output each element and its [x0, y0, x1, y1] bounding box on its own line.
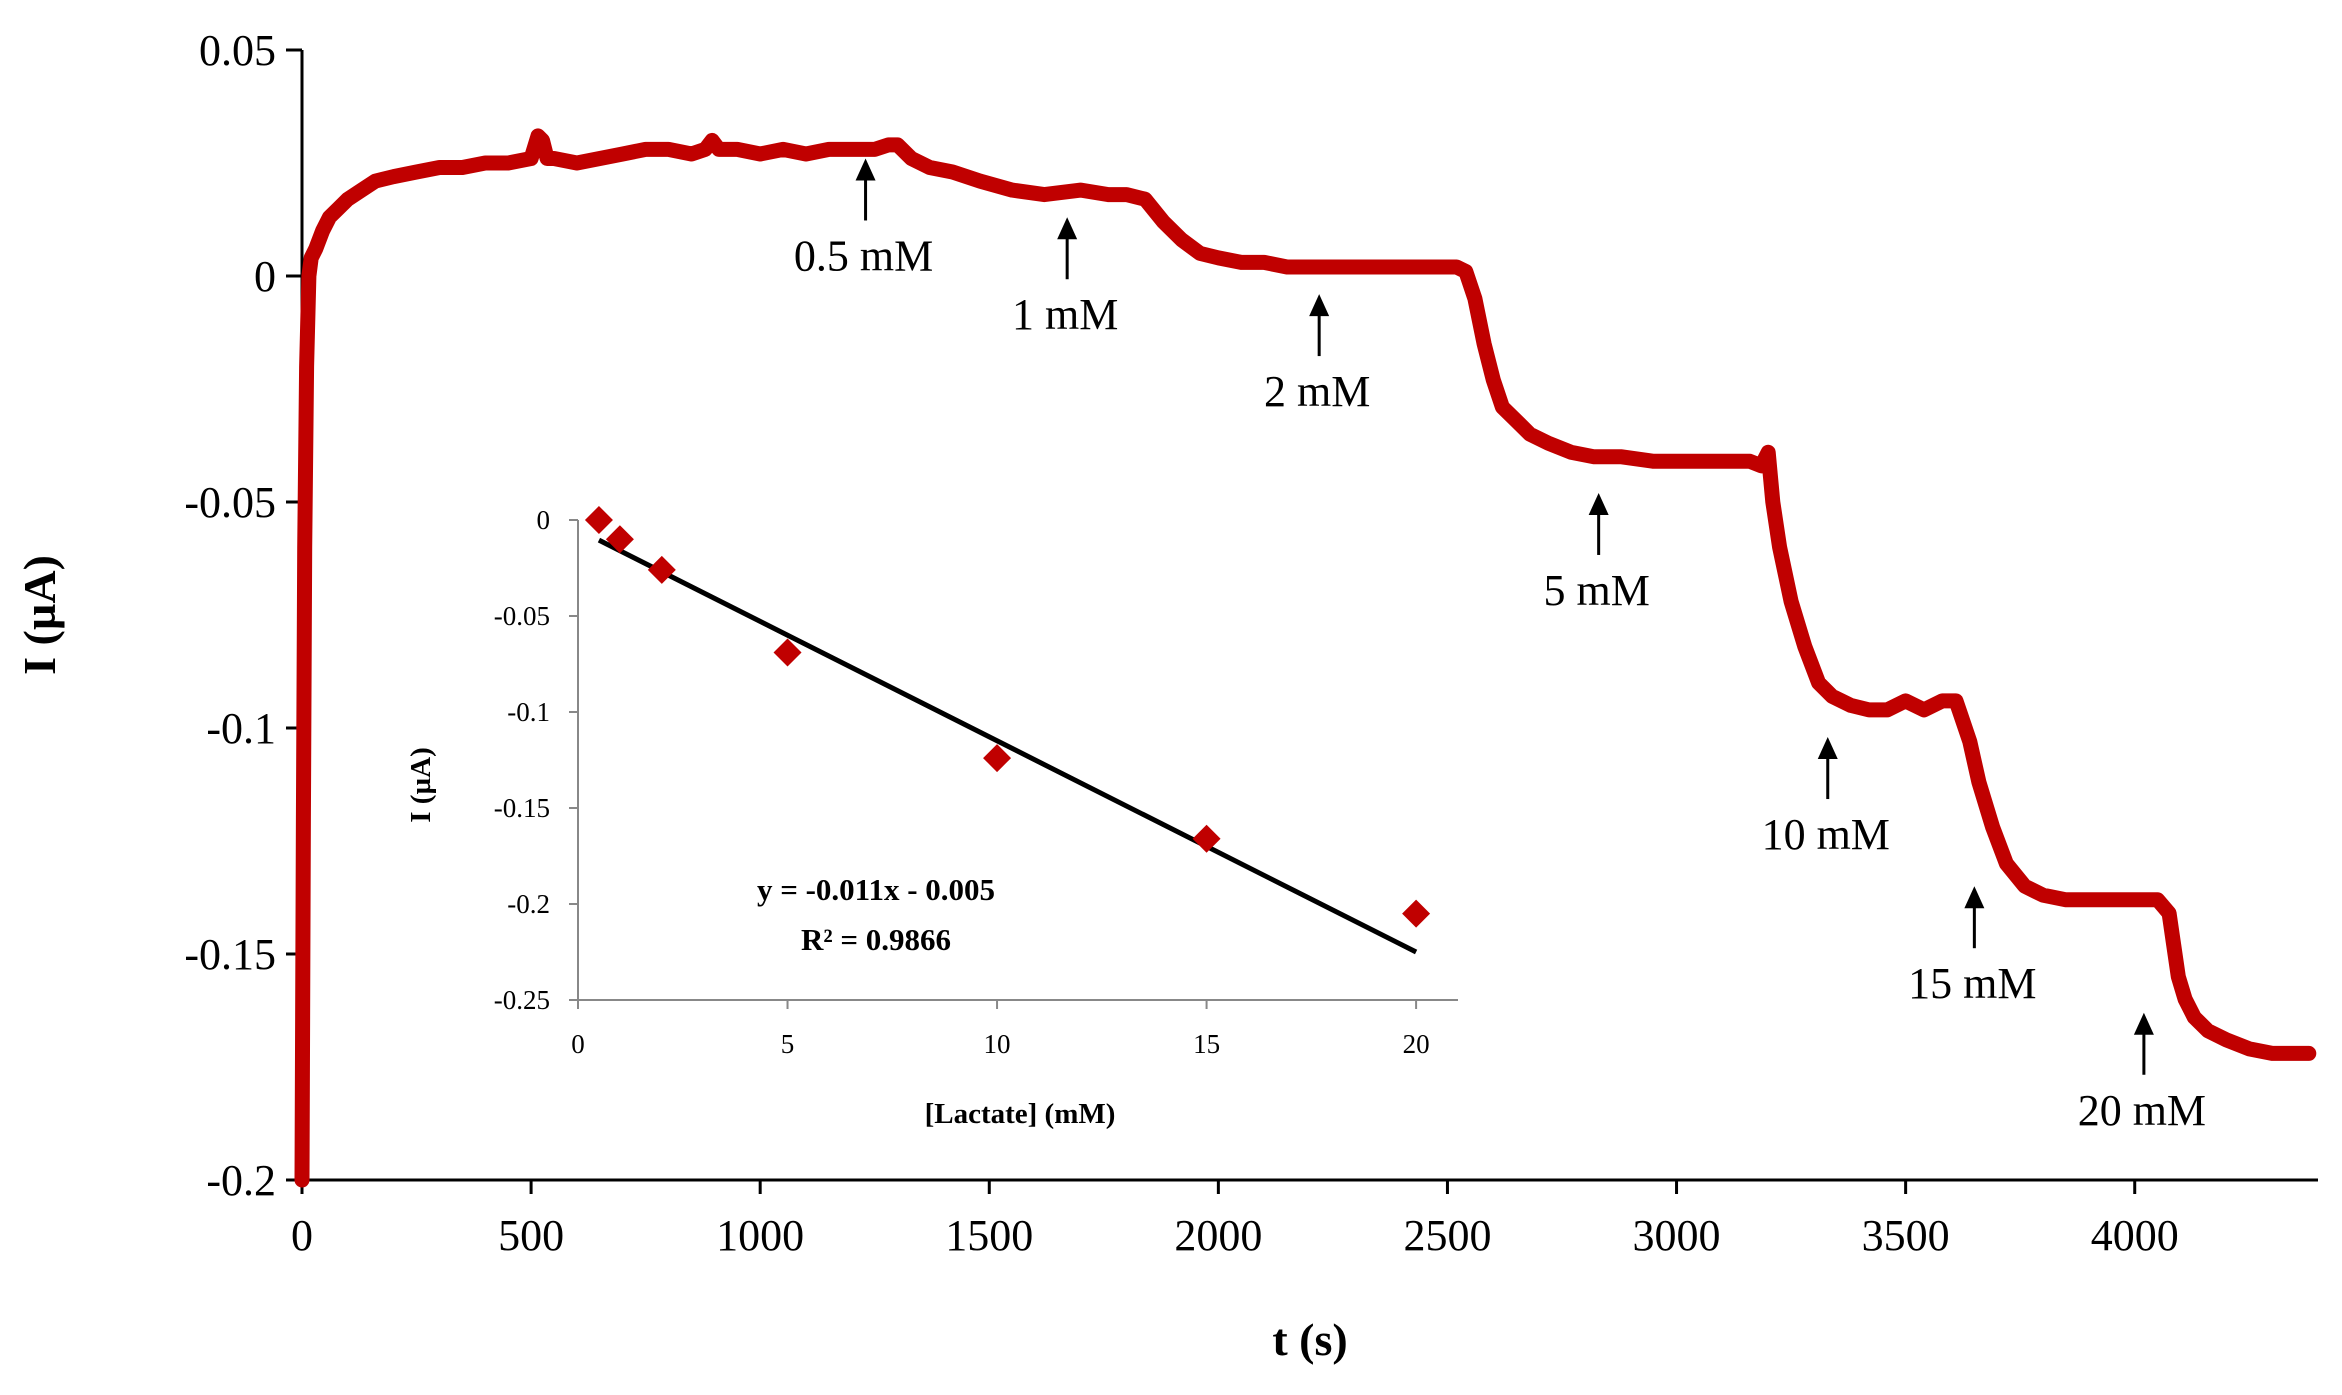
- main-plot: 0.050-0.05-0.1-0.15-0.2 0 500 1000 1500 2000…: [14, 26, 2318, 1365]
- inset-x-tick-label: 5: [781, 1029, 795, 1059]
- inset-y-tick-label: 0: [537, 505, 551, 535]
- inset-x-tick-label: 10: [984, 1029, 1011, 1059]
- main-series-group: [294, 128, 2317, 1188]
- inset-x-tick-label: 15: [1193, 1029, 1220, 1059]
- inset-y-tick-label: -0.05: [494, 601, 550, 631]
- main-x-tick-label: 1500: [945, 1211, 1033, 1260]
- main-y-tick-label: -0.2: [206, 1156, 276, 1205]
- inset-y-axis-title: I (µA): [405, 747, 437, 823]
- inset-equation: y = -0.011x - 0.005: [757, 872, 995, 907]
- annotation-label: 2 mM: [1264, 367, 1370, 416]
- inset-y-tick-label: -0.25: [494, 985, 550, 1015]
- main-x-ticks: 0 500 1000 1500 2000 2500 3000 3500 4000: [291, 1180, 2179, 1260]
- inset-plot: 0 -0.05 -0.1 -0.15 -0.2 -0.25 0 5 10 15 20 y = -0…: [405, 505, 1458, 1130]
- main-x-axis-title: t (s): [1272, 1314, 1347, 1365]
- main-y-axis-title: I (µA): [14, 555, 65, 675]
- inset-y-tick-label: -0.1: [507, 697, 550, 727]
- main-y-tick-label: -0.15: [184, 930, 276, 979]
- inset-x-tick-label: 20: [1403, 1029, 1430, 1059]
- main-y-tick-label: 0: [254, 252, 276, 301]
- inset-x-axis-title: [Lactate] (mM): [925, 1098, 1116, 1130]
- main-x-tick-label: 1000: [716, 1211, 804, 1260]
- main-x-tick-label: 0: [291, 1211, 313, 1260]
- annotation-arrow-head: [1057, 217, 1078, 240]
- inset-data-point: [1192, 824, 1221, 853]
- inset-trendline: [597, 537, 1418, 955]
- annotation-label: 0.5 mM: [794, 231, 933, 280]
- annotation-arrow-head: [1309, 294, 1330, 317]
- annotation-label: 15 mM: [1908, 959, 2036, 1008]
- main-y-tick-label: -0.05: [184, 478, 276, 527]
- inset-data-point: [605, 525, 634, 554]
- annotation-label: 1 mM: [1012, 290, 1118, 339]
- main-y-tick-label: -0.1: [206, 704, 276, 753]
- main-y-tick-label: 0.05: [199, 26, 276, 75]
- main-x-tick-label: 500: [498, 1211, 564, 1260]
- inset-data-point: [584, 506, 613, 534]
- main-series-line: [294, 128, 2317, 1188]
- main-x-tick-label: 2000: [1174, 1211, 1262, 1260]
- inset-data-point: [1402, 899, 1431, 928]
- inset-y-tick-label: -0.2: [507, 889, 550, 919]
- annotation-label: 5 mM: [1543, 566, 1649, 615]
- annotation-arrow-head: [1817, 737, 1838, 760]
- inset-y-tick-label: -0.15: [494, 793, 550, 823]
- main-annotations: 0.5 mM 1 mM 2 mM 5 mM 10 mM 15 mM 20 mM: [794, 158, 2206, 1135]
- inset-x-ticks: 0 5 10 15 20: [571, 1000, 1430, 1059]
- annotation-arrow-head: [1964, 886, 1985, 909]
- main-x-tick-label: 3500: [1862, 1211, 1950, 1260]
- annotation-arrow-head: [1588, 492, 1609, 515]
- inset-data-point: [647, 555, 676, 584]
- inset-r-squared: R² = 0.9866: [801, 922, 951, 957]
- main-x-tick-label: 4000: [2091, 1211, 2179, 1260]
- annotation-arrow-head: [2133, 1012, 2154, 1035]
- inset-y-ticks: 0 -0.05 -0.1 -0.15 -0.2 -0.25: [494, 505, 578, 1015]
- inset-data-point: [983, 744, 1012, 773]
- main-x-tick-label: 3000: [1633, 1211, 1721, 1260]
- annotation-arrow-head: [855, 158, 876, 181]
- annotation-label: 20 mM: [2078, 1086, 2206, 1135]
- main-x-tick-label: 2500: [1403, 1211, 1491, 1260]
- inset-data-point: [773, 638, 802, 667]
- main-y-ticks: 0.05 0 -0.05 -0.1 -0.15 -0.2: [184, 26, 302, 1205]
- inset-points: [584, 506, 1431, 928]
- annotation-label: 10 mM: [1762, 810, 1890, 859]
- inset-x-tick-label: 0: [571, 1029, 585, 1059]
